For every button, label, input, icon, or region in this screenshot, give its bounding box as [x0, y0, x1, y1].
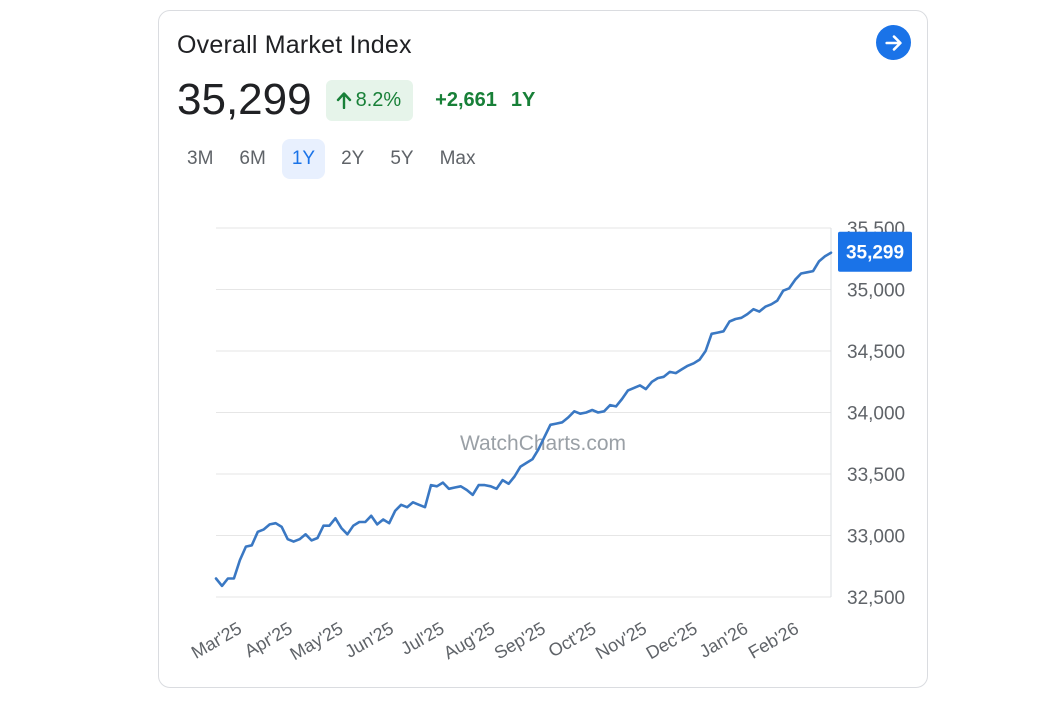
- x-tick-label: May'25: [287, 618, 347, 664]
- current-price: 35,299: [177, 75, 312, 124]
- x-tick-label: Dec'25: [643, 618, 701, 663]
- range-tab-1y[interactable]: 1Y: [281, 139, 326, 179]
- y-tick-label: 32,500: [847, 588, 905, 609]
- current-value-label: 35,299: [846, 243, 904, 264]
- x-tick-label: Feb'26: [745, 618, 802, 663]
- range-tab-2y[interactable]: 2Y: [341, 148, 365, 169]
- x-tick-label: Aug'25: [440, 618, 498, 663]
- range-tab-5y[interactable]: 5Y: [390, 148, 414, 169]
- arrow-right-icon: [884, 34, 902, 51]
- y-tick-label: 33,500: [847, 465, 905, 486]
- range-tab-6m[interactable]: 6M: [239, 148, 266, 169]
- y-tick-label: 34,000: [847, 404, 905, 425]
- series-line: [214, 251, 833, 588]
- watermark-text: WatchCharts.com: [460, 432, 626, 455]
- x-tick-label: Mar'25: [188, 618, 245, 663]
- x-tick-label: Apr'25: [241, 618, 296, 661]
- open-details-button[interactable]: [876, 25, 911, 60]
- range-selector: 3M 6M 1Y 2Y 5Y Max: [177, 139, 485, 179]
- range-tab-3m[interactable]: 3M: [187, 148, 214, 169]
- x-tick-label: Jan'26: [696, 618, 751, 662]
- card-title: Overall Market Index: [177, 31, 412, 59]
- y-tick-label: 33,000: [847, 527, 905, 548]
- x-tick-label: Oct'25: [545, 618, 600, 661]
- change-percent: 8.2%: [355, 88, 402, 111]
- change-period: 1Y: [510, 88, 536, 111]
- current-value-marker: [838, 231, 912, 272]
- price-row: 35,299 8.2% +2,661 1Y: [177, 75, 535, 125]
- market-index-card: Overall Market Index 35,299 8.2% +2,661 …: [158, 10, 928, 688]
- x-tick-label: Sep'25: [491, 618, 549, 663]
- y-tick-label: 34,500: [847, 342, 905, 363]
- x-tick-label: Jul'25: [397, 618, 447, 659]
- change-absolute: +2,661: [435, 88, 497, 111]
- change-percent-badge: 8.2%: [325, 79, 414, 121]
- x-tick-label: Jun'25: [341, 618, 396, 662]
- y-tick-label: 35,000: [847, 281, 905, 302]
- arrow-up-icon: [336, 92, 351, 109]
- x-tick-label: Nov'25: [592, 618, 650, 663]
- range-tab-max[interactable]: Max: [439, 148, 476, 169]
